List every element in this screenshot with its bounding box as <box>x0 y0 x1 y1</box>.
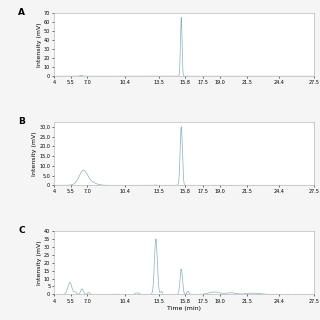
Text: A: A <box>18 8 25 17</box>
Y-axis label: Intensity (mV): Intensity (mV) <box>37 240 42 285</box>
Text: C: C <box>18 226 25 235</box>
X-axis label: Time (min): Time (min) <box>167 306 201 311</box>
Y-axis label: Intensity (mV): Intensity (mV) <box>37 22 42 67</box>
Y-axis label: Intensity (mV): Intensity (mV) <box>32 131 37 176</box>
Text: B: B <box>18 117 25 126</box>
